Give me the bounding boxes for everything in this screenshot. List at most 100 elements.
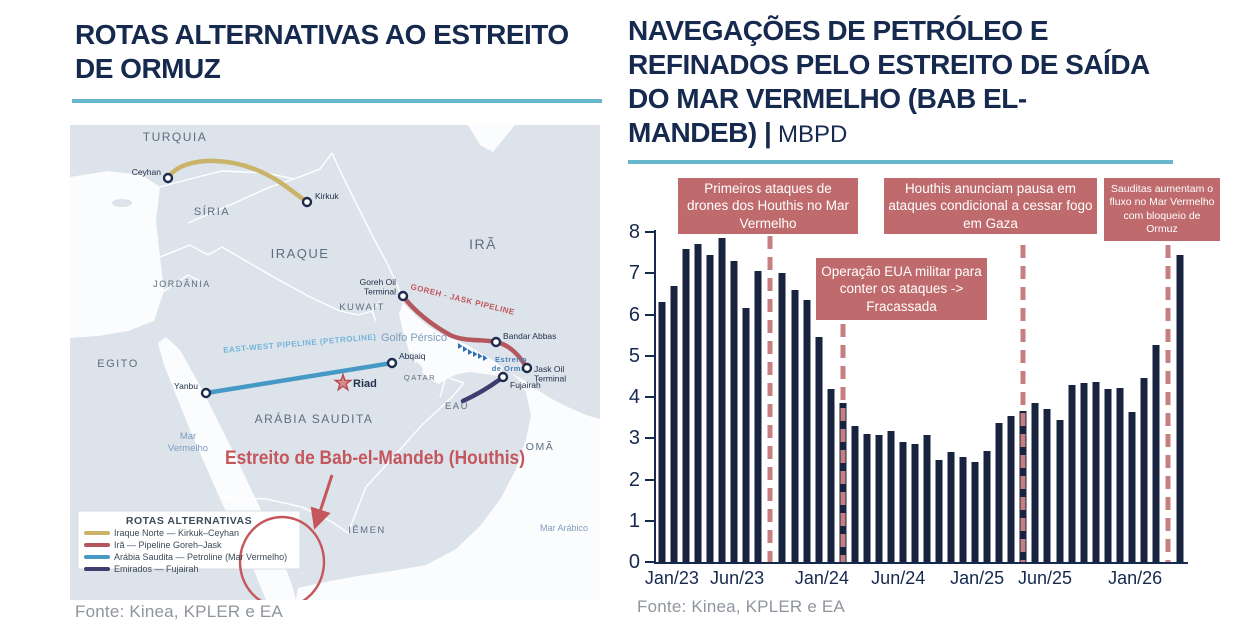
country-label: ARÁBIA SAUDITA: [255, 411, 374, 426]
y-axis-label: 5: [628, 344, 640, 367]
bar-month-22: [911, 443, 919, 562]
chart-unit-label: MBPD: [771, 121, 848, 149]
cyprus-island: [112, 199, 132, 207]
bar-month-27: [971, 461, 979, 562]
bar-month-44: [1176, 254, 1184, 562]
y-axis-tick: [645, 478, 654, 481]
bar-month-40: [1128, 412, 1136, 562]
left-panel-title: ROTAS ALTERNATIVAS AO ESTREITO DE ORMUZ: [75, 19, 569, 85]
country-label: SÍRIA: [194, 205, 230, 218]
x-axis-label: Jan/25: [950, 568, 1005, 588]
pipeline-label: Estreito: [495, 355, 527, 364]
legend-item-label: Emirados — Fujairah: [114, 564, 199, 574]
sea-area: [399, 303, 503, 384]
y-axis-tick: [645, 313, 654, 316]
country-label: IRÃ: [469, 236, 497, 252]
annotation-callout-4: Operação EUA militar para conter os ataq…: [816, 258, 987, 320]
country-label: QATAR: [404, 373, 436, 382]
x-axis-label: Jan/23: [644, 568, 699, 588]
bar-month-39: [1116, 387, 1124, 562]
capital-label: Riad: [353, 378, 377, 390]
y-axis-tick: [645, 519, 654, 522]
left-title-underline: [72, 99, 602, 103]
x-axis-label: Jun/24: [871, 568, 926, 588]
bar-month-2: [670, 285, 678, 562]
bar-month-18: [863, 434, 871, 562]
legend-item-label: Irã — Pipeline Goreh–Jask: [114, 540, 222, 550]
bar-month-23: [923, 434, 931, 562]
event-dashed-line-1: [767, 236, 773, 562]
ship-icon: [458, 343, 463, 349]
bar-month-26: [959, 456, 967, 562]
bar-month-7: [730, 260, 738, 562]
city-dot-kirkuk: [301, 196, 313, 208]
route-ira-goreh-jask: [400, 293, 530, 371]
country-label: IÊMEN: [348, 525, 386, 536]
bar-month-42: [1152, 345, 1160, 562]
right-source-note: Fonte: Kinea, KPLER e EA: [637, 597, 845, 616]
event-dashed-line-4: [1165, 245, 1171, 562]
x-axis-label: Jan/26: [1108, 568, 1163, 588]
y-axis: [654, 230, 656, 564]
city-dot-ceyhan: [162, 172, 174, 184]
city-label: Bandar Abbas: [503, 331, 556, 341]
bar-month-37: [1092, 382, 1100, 562]
country-label: TURQUIA: [143, 130, 208, 144]
ship-icon: [473, 351, 478, 357]
middle-east-map: TURQUIA SÍRIA IRAQUE IRÃ JORDÂNIA KUWAIT EGITO…: [70, 125, 600, 600]
city-label: Goreh Oil: [360, 277, 396, 287]
bar-month-17: [851, 425, 859, 562]
y-axis-tick: [645, 561, 654, 563]
x-axis-label: Jan/24: [794, 568, 849, 588]
bar-month-41: [1140, 378, 1148, 562]
bar-month-36: [1080, 383, 1088, 562]
city-dot-fujairah: [497, 371, 509, 383]
country-label: IRAQUE: [271, 246, 330, 261]
sea-area: [468, 125, 515, 152]
city-dot-yanbu: [200, 387, 212, 399]
country-label: KUWAIT: [339, 302, 385, 313]
city-dot-goreh-oil-terminal: [397, 290, 409, 302]
city-label: Abqaiq: [399, 351, 426, 361]
bar-month-3: [682, 248, 690, 562]
bar-month-38: [1104, 388, 1112, 562]
city-label: Terminal: [534, 374, 566, 384]
bar-month-5: [706, 254, 714, 562]
bar-month-4: [694, 244, 702, 562]
qatar-peninsula: [412, 362, 423, 380]
route-iraque-norte-kirkuk-ceyhan: [165, 158, 310, 205]
y-axis-label: 3: [628, 427, 640, 450]
x-axis-label: Jun/25: [1017, 568, 1073, 588]
sea-label: Mar: [180, 431, 196, 442]
x-axis-label: Jun/23: [710, 568, 765, 588]
y-axis-tick: [645, 396, 654, 398]
bab-el-mandeb-annotation: Estreito de Bab-el-Mandeb (Houthis): [225, 448, 525, 469]
bar-month-30: [1007, 415, 1015, 562]
right-title-line: REFINADOS PELO ESTREITO DE SAÍDA: [628, 49, 1150, 81]
sea-label: Vermelho: [168, 443, 208, 454]
annotation-callout-1: Primeiros ataques de drones dos Houthis …: [678, 178, 858, 234]
city-label: Ceyhan: [132, 167, 162, 177]
city-dot-abqaiq: [386, 357, 398, 369]
bar-month-11: [778, 273, 786, 562]
right-title-line: NAVEGAÇÕES DE PETRÓLEO E: [628, 15, 1049, 46]
bar-month-25: [947, 451, 955, 562]
country-label: EGITO: [97, 358, 139, 370]
pipeline-label: de Ormuz: [492, 364, 531, 373]
bar-month-20: [887, 430, 895, 562]
bar-month-21: [899, 442, 907, 562]
event-dashed-line-3: [1020, 245, 1026, 562]
bar-month-28: [983, 450, 991, 562]
y-axis-label: 0: [628, 551, 640, 573]
y-axis-tick: [645, 437, 654, 440]
x-axis: [654, 562, 1188, 564]
bar-month-19: [875, 434, 883, 562]
sea-label: Mar Arábico: [540, 523, 588, 533]
sea-area: [296, 372, 600, 600]
y-axis-tick: [645, 272, 654, 275]
y-axis-label: 1: [628, 509, 640, 532]
city-label: Fujairah: [510, 380, 541, 390]
bar-month-32: [1031, 403, 1039, 562]
